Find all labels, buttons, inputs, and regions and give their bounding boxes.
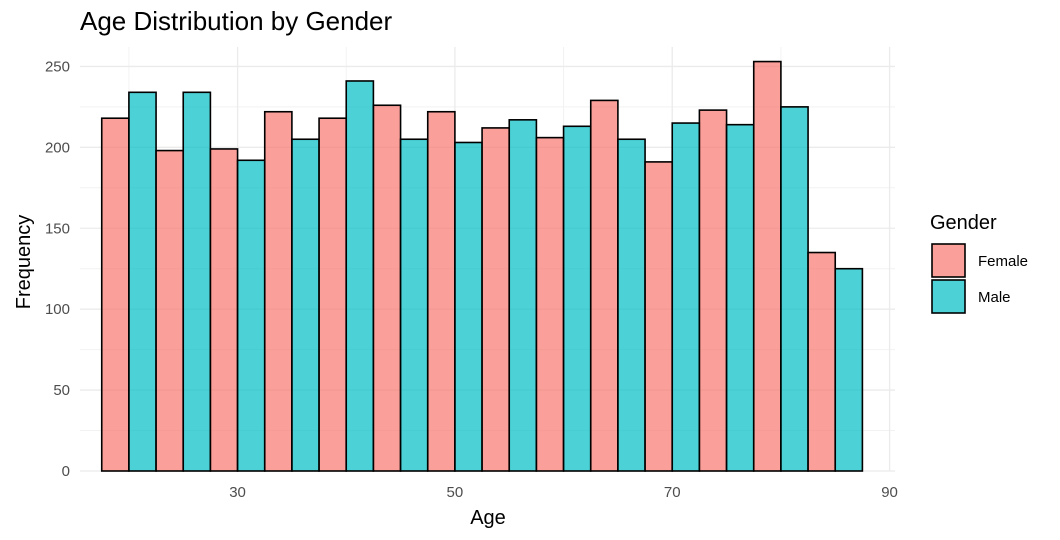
bars	[100, 60, 864, 472]
legend-title: Gender	[930, 212, 997, 234]
bar-female	[644, 161, 674, 472]
bar-female	[318, 117, 348, 472]
bar-female	[426, 110, 456, 472]
bar-male	[508, 119, 538, 472]
y-axis-ticks: 0 50 100 150 200 250	[45, 58, 70, 480]
y-tick-label: 200	[45, 139, 70, 156]
x-tick-label: 50	[447, 484, 464, 501]
y-tick-label: 250	[45, 58, 70, 75]
bar-male	[562, 125, 592, 472]
legend: Gender Female Male	[930, 212, 1028, 314]
bar-female	[100, 117, 130, 472]
y-tick-label: 0	[62, 463, 70, 480]
bar-male	[128, 91, 157, 472]
legend-key-female	[931, 243, 966, 278]
bar-male	[291, 138, 320, 472]
bar-male	[345, 80, 375, 472]
bar-male	[399, 138, 429, 472]
x-tick-label: 90	[881, 484, 898, 501]
bar-female	[589, 99, 619, 472]
bar-female	[535, 136, 565, 472]
bar-male	[780, 106, 809, 472]
bar-male	[182, 91, 212, 472]
bar-female	[372, 104, 402, 472]
x-tick-label: 30	[229, 484, 246, 501]
y-tick-label: 50	[53, 382, 70, 399]
bar-male	[671, 122, 701, 472]
bar-male	[454, 141, 483, 472]
bar-male	[725, 123, 755, 472]
x-axis-ticks: 30 50 70 90	[229, 484, 898, 501]
bar-male	[617, 138, 646, 472]
bar-female	[698, 109, 728, 472]
bar-female	[209, 148, 239, 472]
x-axis-title: Age	[470, 507, 506, 529]
legend-key-male	[931, 279, 966, 314]
y-tick-label: 100	[45, 301, 70, 318]
bar-female	[155, 149, 185, 472]
chart-title: Age Distribution by Gender	[80, 6, 393, 36]
bar-male	[834, 267, 864, 472]
x-tick-label: 70	[664, 484, 681, 501]
bar-female	[807, 251, 837, 472]
y-tick-label: 150	[45, 220, 70, 237]
legend-label-female: Female	[978, 253, 1028, 270]
bar-female	[263, 110, 293, 472]
legend-items: Female Male	[931, 243, 1028, 314]
legend-label-male: Male	[978, 289, 1011, 306]
bar-female	[752, 60, 782, 472]
bar-male	[236, 159, 266, 472]
bar-female	[481, 127, 511, 472]
y-axis-title: Frequency	[13, 215, 35, 310]
